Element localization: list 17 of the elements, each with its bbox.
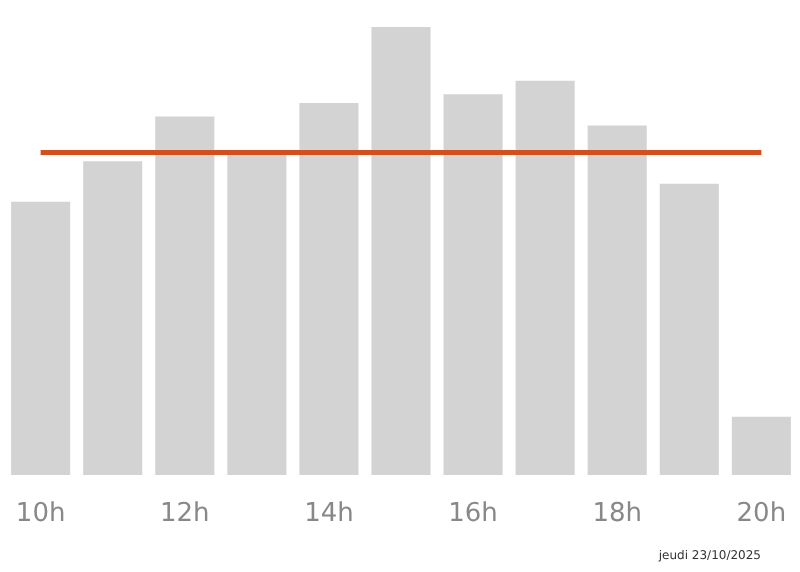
x-tick-label: 16h (448, 499, 498, 529)
x-tick-label: 14h (304, 499, 354, 529)
bar (83, 161, 143, 475)
x-tick-label: 18h (592, 499, 642, 529)
bar (443, 94, 503, 475)
bar (155, 116, 215, 475)
bar (371, 26, 431, 475)
x-tick-label: 20h (736, 499, 787, 529)
bar (515, 80, 575, 475)
bar (731, 416, 791, 475)
bar (659, 183, 719, 475)
bar (11, 201, 71, 475)
bar (299, 103, 359, 475)
bar (227, 152, 287, 475)
bar (587, 125, 647, 475)
x-tick-label: 10h (15, 499, 66, 529)
x-tick-label: 12h (160, 499, 210, 529)
